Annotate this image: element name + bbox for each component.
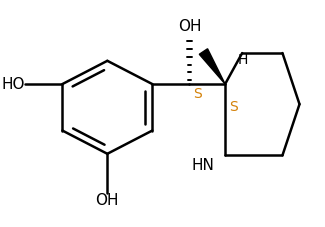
Text: S: S <box>229 100 238 114</box>
Text: OH: OH <box>96 192 119 207</box>
Text: HN: HN <box>191 158 214 173</box>
Polygon shape <box>199 49 225 84</box>
Text: OH: OH <box>178 20 201 35</box>
Text: S: S <box>193 87 202 101</box>
Text: HO: HO <box>2 76 25 91</box>
Text: H: H <box>238 53 248 67</box>
